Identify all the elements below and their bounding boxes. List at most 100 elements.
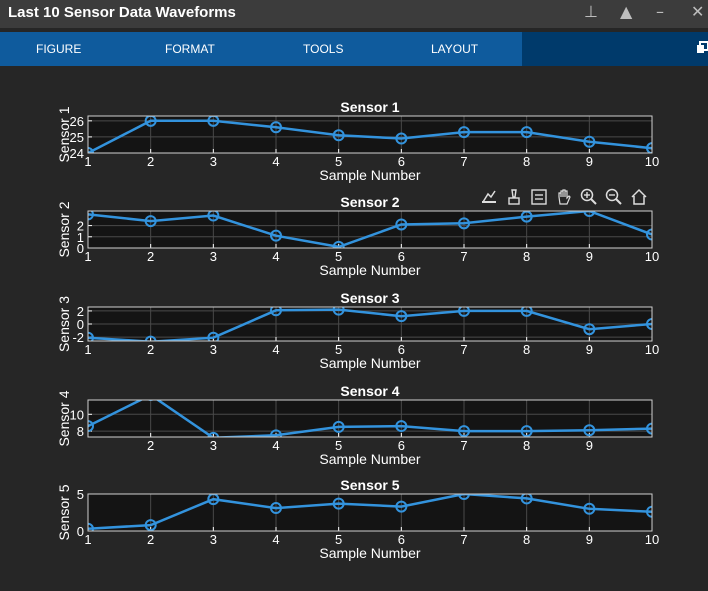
sensor-3-title: Sensor 3 [340, 290, 399, 306]
x-tick-label: 4 [272, 438, 279, 453]
data-point [395, 420, 408, 433]
x-tick-label: 6 [398, 532, 405, 547]
x-tick-label: 1 [84, 154, 91, 169]
x-tick-label: 9 [586, 249, 593, 264]
x-tick-label: 7 [460, 438, 467, 453]
sensor-4-data [88, 400, 652, 437]
x-tick-label: 7 [460, 532, 467, 547]
undock-icon[interactable] [697, 41, 708, 55]
y-tick-label: 25 [70, 130, 84, 145]
sensor-5-series-line [88, 494, 652, 531]
data-point [88, 522, 94, 531]
brush-icon[interactable] [505, 188, 523, 206]
data-point [270, 429, 282, 437]
data-point [583, 502, 596, 515]
sensor-2-title: Sensor 2 [340, 194, 399, 210]
x-axis-label: Sample Number [319, 262, 420, 278]
data-point [88, 331, 94, 341]
x-tick-label: 9 [586, 342, 593, 357]
datatip-icon[interactable] [530, 188, 548, 206]
y-tick-label: 2 [77, 304, 84, 319]
x-tick-label: 1 [84, 342, 91, 357]
y-axis-label: Sensor 5 [56, 484, 72, 540]
axes-box [87, 210, 653, 249]
x-tick-label: 9 [586, 154, 593, 169]
x-tick-label: 5 [335, 249, 342, 264]
axes-box [87, 493, 653, 532]
y-tick-label: 0 [77, 241, 84, 256]
sensor-3-data [88, 307, 652, 341]
x-tick-label: 2 [147, 438, 154, 453]
sensor-5-axes: 1 2 3 4 5 6 7 8 9 10 0 5 Sensor 5 Sample Number Sensor… [56, 477, 659, 561]
minimize-icon[interactable]: – [656, 2, 664, 21]
x-axis-label: Sample Number [319, 167, 420, 183]
data-point [458, 126, 470, 139]
data-point [583, 323, 596, 336]
sensor-1-title: Sensor 1 [340, 99, 399, 115]
data-point [458, 307, 470, 317]
data-point [144, 335, 157, 341]
x-tick-label: 2 [147, 154, 154, 169]
data-point [207, 331, 220, 341]
y-tick-label: 8 [77, 424, 84, 439]
x-tick-label: 9 [586, 438, 593, 453]
x-tick-label: 4 [272, 532, 279, 547]
data-point [646, 505, 652, 518]
axes-box [87, 306, 653, 342]
data-point [395, 218, 408, 231]
data-point [395, 132, 408, 145]
data-point [646, 228, 652, 241]
window-title: Last 10 Sensor Data Waveforms [8, 4, 236, 21]
y-axis-label: Sensor 4 [56, 390, 72, 446]
x-tick-label: 4 [272, 154, 279, 169]
x-tick-label: 6 [398, 438, 405, 453]
sensor-2-series-line [88, 211, 652, 248]
x-tick-label: 6 [398, 249, 405, 264]
close-icon[interactable]: ✕ [691, 2, 705, 21]
data-point [458, 217, 470, 230]
data-point [88, 420, 94, 433]
zoom-in-icon[interactable] [580, 188, 598, 206]
y-tick-label: 10 [70, 407, 84, 422]
axes-background [88, 211, 652, 248]
tabstrip-background [522, 32, 708, 66]
x-tick-label: 8 [523, 154, 530, 169]
zoom-out-icon[interactable] [605, 188, 623, 206]
data-point [270, 121, 282, 134]
x-tick-label: 5 [335, 342, 342, 357]
y-tick-label: -2 [72, 330, 84, 345]
x-axis-label: Sample Number [319, 545, 420, 561]
data-point [332, 420, 345, 433]
data-point [207, 116, 220, 127]
data-point [395, 500, 408, 513]
tab-layout[interactable]: LAYOUT [431, 42, 479, 56]
home-icon[interactable] [630, 188, 648, 206]
y-tick-label: 26 [70, 114, 84, 129]
pin-icon[interactable]: ⊥ [584, 2, 598, 21]
data-point [520, 126, 533, 139]
tab-figure[interactable]: FIGURE [36, 42, 82, 56]
y-tick-label: 0 [77, 524, 84, 539]
tab-format[interactable]: FORMAT [165, 42, 215, 56]
collapse-icon[interactable]: ▲ [620, 2, 633, 21]
x-tick-label: 8 [523, 532, 530, 547]
pan-icon[interactable] [555, 188, 573, 206]
x-tick-label: 7 [460, 342, 467, 357]
sensor-5-title: Sensor 5 [340, 477, 399, 493]
figure-canvas: 1 2 3 4 5 6 7 8 9 10 24 25 26 Sensor 1 Sample Number Se… [0, 66, 708, 586]
title-bar: Last 10 Sensor Data Waveforms ⊥ ▲ – ✕ [0, 0, 708, 28]
data-point [395, 310, 408, 323]
x-axis-label: Sample Number [319, 451, 420, 467]
x-tick-label: 8 [523, 249, 530, 264]
y-tick-label: 24 [70, 146, 84, 161]
data-point [270, 307, 282, 317]
x-tick-label: 5 [335, 154, 342, 169]
y-axis-label: Sensor 2 [56, 201, 72, 257]
data-point [332, 129, 345, 142]
axes-background [88, 116, 652, 153]
data-point [520, 307, 533, 317]
tab-tools[interactable]: TOOLS [303, 42, 344, 56]
export-icon[interactable] [480, 188, 498, 206]
